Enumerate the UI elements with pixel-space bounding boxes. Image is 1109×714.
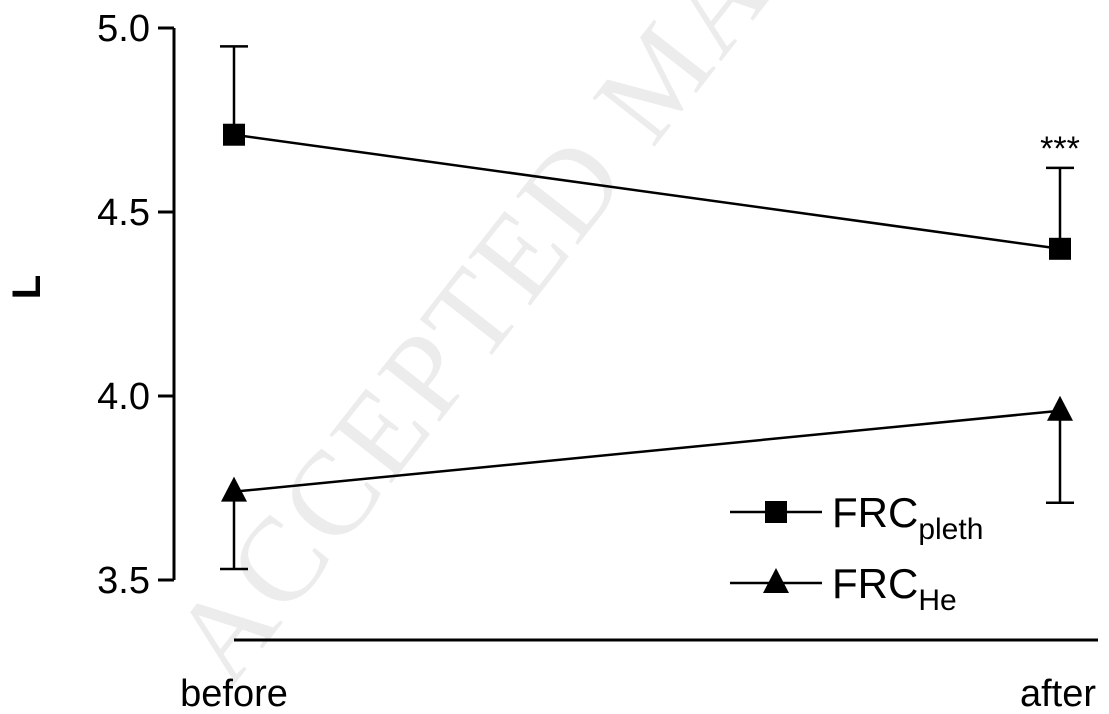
series-triangle — [220, 395, 1074, 571]
series-line — [233, 409, 1061, 493]
y-tick-label: 5.0 — [97, 8, 150, 50]
y-tick-label: 3.5 — [97, 560, 150, 602]
legend-marker-square — [765, 501, 787, 523]
data-point-square — [223, 123, 245, 146]
significance-annotation: *** — [1040, 130, 1080, 168]
data-point-triangle — [221, 476, 247, 502]
y-axis-label: L — [5, 275, 49, 299]
y-tick-label: 4.0 — [97, 376, 150, 418]
y-tick-label: 4.5 — [97, 192, 150, 234]
legend-marker-triangle — [763, 568, 789, 593]
legend-label: FRCpleth — [832, 489, 983, 546]
series-square — [220, 45, 1074, 260]
legend-item: FRCHe — [730, 560, 957, 617]
legend: FRCpleth FRCHe — [730, 489, 983, 617]
x-category-label: after — [1020, 673, 1096, 714]
legend-label: FRCHe — [832, 560, 957, 617]
series-line — [233, 133, 1061, 251]
x-category-label: before — [180, 673, 288, 714]
watermark: ACCEPTED MANUSCRIPT — [146, 0, 1109, 706]
data-point-triangle — [1047, 395, 1073, 421]
data-point-square — [1049, 237, 1071, 260]
legend-item: FRCpleth — [730, 489, 983, 546]
